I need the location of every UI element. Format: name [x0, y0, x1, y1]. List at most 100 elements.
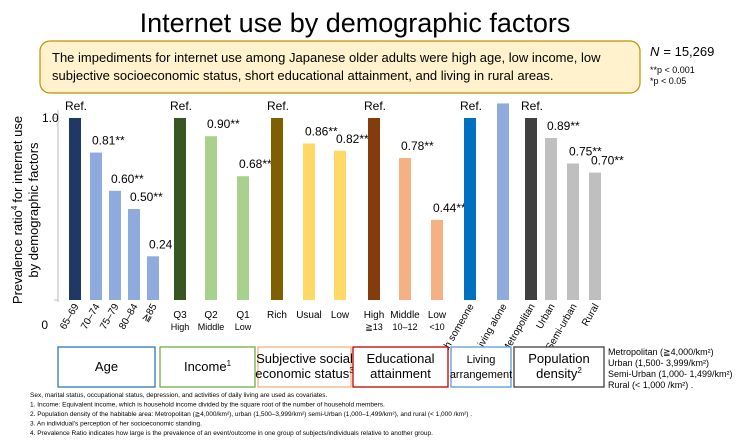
- x-tick-sublabel: <10: [429, 322, 444, 332]
- group-label-line: density: [536, 366, 578, 381]
- value-label: Ref.: [364, 99, 386, 113]
- bar: [368, 118, 380, 300]
- bar: [237, 176, 249, 300]
- density-legend: Urban (1,500- 3,999/km²): [608, 358, 709, 368]
- bar: [497, 103, 509, 300]
- group-label-line: attainment: [370, 366, 431, 381]
- group-label: Population density2: [528, 351, 589, 381]
- x-tick-label: Usual: [296, 310, 322, 321]
- footnote: 2. Population density of the habitable a…: [30, 411, 472, 418]
- group-box: [159, 346, 256, 388]
- ylabel-sup: 4: [10, 205, 19, 210]
- value-label: Ref.: [267, 99, 289, 113]
- value-label: Ref.: [65, 99, 87, 113]
- group-box: [352, 346, 449, 388]
- x-tick-sublabel: 10–12: [392, 322, 417, 332]
- group-label: Educational attainment: [367, 351, 435, 381]
- bar: [303, 143, 315, 300]
- x-tick-label: Q1: [236, 310, 250, 321]
- value-label: Ref.: [170, 99, 192, 113]
- bar: [69, 118, 81, 300]
- bar: [271, 118, 283, 300]
- x-tick-label: Low: [331, 310, 350, 321]
- value-label: 0.75**: [569, 145, 602, 159]
- x-tick-label: ≧85: [140, 302, 159, 325]
- value-label: 0.44**: [433, 201, 466, 215]
- group-label-sup: 3: [349, 366, 354, 375]
- summary-line: subjective socioeconomic status, short e…: [52, 68, 554, 83]
- density-legend: Rural (< 1,000 /km²) .: [608, 380, 693, 390]
- group-box: [57, 346, 156, 388]
- group-label: Subjective social economic status3: [255, 351, 354, 381]
- value-label: Ref.: [460, 99, 482, 113]
- bar: [147, 256, 159, 300]
- bar: [525, 118, 537, 300]
- group-label: Age: [95, 359, 118, 374]
- footnote: 4. Prevalence Ratio indicates how large …: [30, 430, 433, 437]
- bar: [545, 138, 557, 300]
- y-axis-label: Prevalence ratio4 for internet use by dem…: [10, 116, 41, 304]
- value-label: 0.90**: [207, 117, 240, 131]
- bar: [431, 219, 443, 300]
- p-note: *p < 0.05: [650, 76, 686, 86]
- value-label: 0.81**: [92, 134, 125, 148]
- x-tick-label: Rural: [580, 302, 601, 328]
- value-label: 0.78**: [401, 139, 434, 153]
- x-tick-sublabel: Middle: [198, 322, 225, 332]
- value-label: 0.60**: [111, 172, 144, 186]
- footnote: 3. An individual’s perception of her soc…: [30, 421, 202, 428]
- value-label: 0.82**: [336, 132, 369, 146]
- x-tick-label: Urban: [534, 302, 557, 331]
- group-label: Income1: [184, 359, 232, 374]
- bar: [567, 163, 579, 300]
- p-note: **p < 0.001: [650, 65, 695, 75]
- group-box: [257, 346, 352, 388]
- x-tick-label: Middle: [390, 310, 420, 321]
- group-box: [513, 346, 605, 388]
- bar: [205, 136, 217, 300]
- group-box: [450, 346, 512, 388]
- group-label-line: Living: [467, 354, 496, 366]
- value-label: 0.68**: [239, 157, 272, 171]
- bar: [174, 118, 186, 300]
- bar: [399, 158, 411, 300]
- bar: [334, 150, 346, 300]
- bar: [128, 209, 140, 300]
- group-label-line: Educational: [367, 351, 435, 366]
- density-legend: Metropolitan (≧4,000/km²): [608, 347, 714, 357]
- x-tick-label: 80–84: [117, 302, 141, 332]
- bar: [109, 190, 121, 300]
- x-tick-label: Q2: [204, 310, 218, 321]
- value-label: 0.24: [149, 237, 173, 251]
- footnote: 1. Income: Equivalent income, which is h…: [30, 402, 385, 409]
- bar: [464, 118, 476, 300]
- x-tick-label: Low: [428, 310, 447, 321]
- summary-box: [39, 40, 641, 94]
- n-label: N = 15,269: [650, 44, 714, 59]
- value-label: 0.70**: [591, 154, 624, 168]
- group-label-line: economic status: [255, 366, 349, 381]
- ylabel-part: for internet use: [10, 116, 25, 203]
- y-axis-label-line: by demographic factors: [26, 142, 41, 278]
- y-tick-label: 0: [41, 318, 48, 332]
- x-tick-sublabel: Low: [235, 322, 252, 332]
- bar: [90, 152, 102, 300]
- x-tick-label: 65–69: [58, 302, 82, 332]
- value-label: 0.89**: [547, 119, 580, 133]
- group-label: Living arrangement: [450, 354, 512, 381]
- y-axis-label-line: Prevalence ratio4 for internet use: [10, 116, 25, 304]
- x-tick-sublabel: ≧13: [365, 322, 383, 332]
- x-tick-label: Rich: [267, 310, 287, 321]
- chart-title: Internet use by demographic factors: [140, 8, 571, 38]
- group-label-line: Population: [528, 351, 589, 366]
- value-label: 0.86**: [305, 124, 338, 138]
- ylabel-part: Prevalence ratio: [10, 210, 25, 304]
- group-label-sup: 2: [577, 366, 582, 375]
- group-label-line: arrangement: [450, 369, 512, 381]
- bar: [589, 172, 601, 300]
- n-symbol: N: [650, 44, 660, 59]
- x-tick-label: High: [364, 310, 385, 321]
- summary-line: The impediments for internet use among J…: [52, 50, 601, 65]
- group-label-line: Subjective social: [256, 351, 353, 366]
